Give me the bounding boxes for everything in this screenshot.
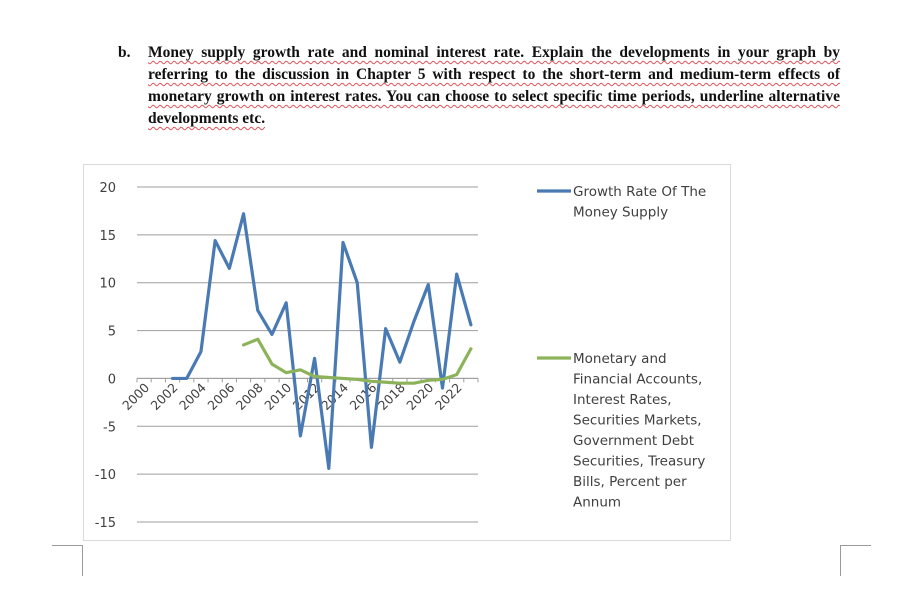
gridlines (137, 186, 478, 523)
question-text-block: b. Money supply growth rate and nominal … (118, 42, 840, 130)
y-tick-label: 10 (99, 277, 116, 292)
question-body: Money supply growth rate and nominal int… (148, 44, 840, 127)
y-tick-label: 5 (108, 325, 116, 340)
x-tick-label: 2010 (261, 380, 294, 413)
legend-label-2: Financial Accounts, (573, 372, 702, 388)
x-tick-label: 2006 (204, 380, 237, 413)
x-tick-label: 2022 (432, 380, 465, 413)
series-lines (170, 212, 473, 470)
legend-label-1: Money Supply (573, 205, 668, 221)
y-tick-label: 0 (108, 372, 116, 387)
page-corner-mark-left (52, 545, 83, 576)
legend-label-2: Government Debt (573, 433, 694, 449)
question-label: b. (118, 44, 131, 61)
legend: Growth Rate Of The Money Supply Monetary a… (537, 184, 706, 511)
legend-label-2: Bills, Percent per (573, 474, 687, 490)
y-tick-label: 15 (99, 229, 116, 244)
y-tick-label: 20 (99, 181, 116, 196)
x-tick-label: 2004 (176, 380, 209, 413)
series-line-2 (241, 337, 473, 385)
series-line-1 (170, 212, 473, 470)
x-tick-label: 2002 (148, 380, 181, 413)
x-tick-label: 2008 (233, 380, 266, 413)
legend-label-1: Growth Rate Of The (573, 184, 706, 200)
legend-label-2: Interest Rates, (573, 392, 672, 408)
y-tick-label: -15 (95, 516, 116, 531)
page-corner-mark-right (840, 545, 871, 576)
y-tick-label: -5 (103, 420, 116, 435)
chart-area[interactable] (83, 164, 731, 541)
legend-label-2: Securities Markets, (573, 413, 702, 429)
y-tick-label: -10 (95, 468, 116, 483)
x-tick-label: 2000 (119, 380, 152, 413)
legend-label-2: Annum (573, 495, 621, 511)
y-axis-labels: 20 15 10 5 0 -5 -10 -15 (95, 181, 116, 531)
legend-label-2: Monetary and (573, 351, 667, 367)
x-tick-label: 2020 (403, 380, 436, 413)
legend-label-2: Securities, Treasury (573, 454, 705, 470)
